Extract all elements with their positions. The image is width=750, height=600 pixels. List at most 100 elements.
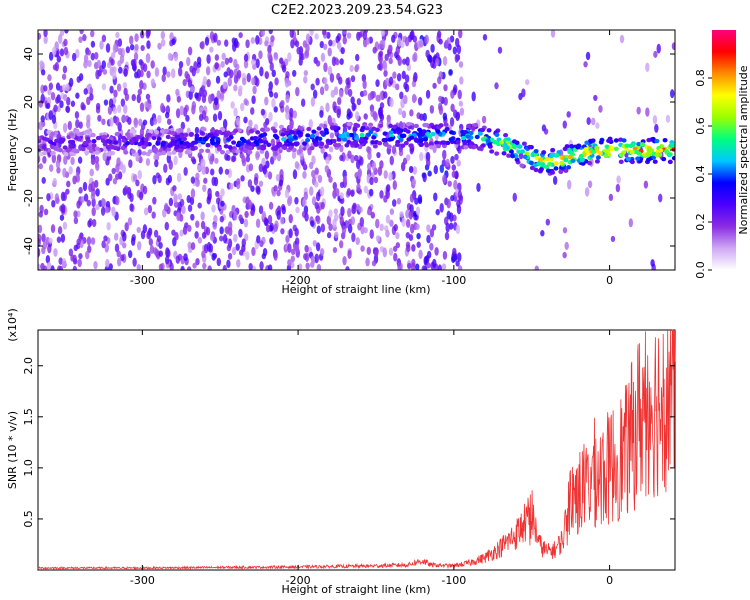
spectrogram-ridge-cell — [604, 144, 610, 149]
spectrogram-noise-cell — [103, 235, 108, 242]
spectrogram-noise-cell — [194, 126, 200, 134]
figure-title: C2E2.2023.209.23.54.G23 — [271, 3, 443, 18]
spectrogram-noise-cell — [263, 121, 268, 129]
spectrogram-ridge-cell — [331, 138, 337, 144]
spectrogram-noise-cell — [616, 175, 621, 184]
spectrogram-ridge-cell — [594, 145, 600, 151]
spectrogram-noise-cell — [426, 262, 431, 269]
spectrogram-noise-cell — [435, 208, 440, 216]
spectrogram-noise-cell — [246, 72, 251, 83]
spectrogram-noise-cell — [112, 106, 118, 115]
spectrogram-ridge-cell — [284, 130, 290, 136]
spectrogram-noise-cell — [324, 83, 329, 92]
spectrogram-noise-cell — [145, 158, 151, 166]
spectrogram-noise-cell — [409, 193, 415, 203]
spectrogram-ridge-cell — [383, 142, 389, 147]
spectrogram-noise-cell — [190, 242, 196, 250]
spectrogram-ridge-cell — [152, 147, 158, 152]
spectrogram-ridge-cell — [667, 159, 673, 165]
spectrogram-noise-cell — [91, 218, 97, 228]
spectrogram-ridge-cell — [480, 143, 486, 148]
spectrogram-noise-cell — [55, 159, 61, 169]
spectrogram-noise-cell — [362, 89, 368, 97]
spectrogram-noise-cell — [348, 111, 353, 119]
spectrogram-noise-cell — [227, 252, 233, 260]
spectrogram-noise-cell — [339, 58, 344, 65]
spectrogram-noise-cell — [38, 154, 41, 164]
spectrogram-ridge-cell — [200, 131, 206, 136]
spectrogram-noise-cell — [281, 205, 286, 215]
spectrogram-ridge-cell — [455, 139, 461, 145]
spectrogram-noise-cell — [224, 57, 230, 65]
spectrogram-noise-cell — [252, 85, 257, 95]
spectrogram-noise-cell — [173, 52, 179, 62]
spectrogram-noise-cell — [240, 102, 245, 112]
spectrogram-noise-cell — [119, 54, 125, 64]
spectrogram-noise-cell — [365, 37, 371, 45]
spectrogram-noise-cell — [101, 198, 107, 207]
spectrogram-ridge-cell — [503, 132, 509, 138]
spectrogram-noise-cell — [458, 100, 464, 107]
spectrogram-noise-cell — [95, 162, 100, 172]
spectrogram-noise-cell — [269, 91, 274, 98]
spectrogram-noise-cell — [184, 71, 189, 79]
spectrogram-noise-cell — [314, 167, 319, 175]
spectrogram-noise-cell — [543, 128, 549, 135]
spectrogram-noise-cell — [118, 66, 123, 74]
spectrogram-ridge-cell — [409, 135, 415, 140]
spectrogram-noise-cell — [314, 181, 319, 188]
spectrogram-noise-cell — [437, 76, 442, 85]
spectrogram-noise-cell — [132, 58, 137, 67]
spectrogram-noise-cell — [388, 44, 393, 53]
spectrogram-noise-cell — [250, 37, 256, 44]
spectrogram-noise-cell — [58, 257, 63, 265]
x-tick-label: -300 — [130, 274, 155, 287]
spectrogram-noise-cell — [86, 199, 92, 207]
spectrogram-noise-cell — [356, 98, 362, 106]
spectrogram-noise-cell — [153, 153, 158, 161]
spectrogram-noise-cell — [75, 118, 80, 129]
spectrogram-noise-cell — [383, 91, 388, 99]
spectrogram-ridge-cell — [514, 157, 520, 162]
spectrogram-noise-cell — [438, 38, 443, 45]
spectrogram-noise-cell — [454, 53, 460, 63]
spectrogram-ridge-cell — [281, 127, 287, 133]
spectrogram-ridge-cell — [474, 134, 480, 140]
spectrogram-noise-cell — [377, 166, 383, 176]
spectrogram-noise-cell — [226, 244, 232, 252]
spectrogram-noise-cell — [157, 174, 162, 184]
spectrogram-noise-cell — [120, 254, 125, 262]
spectrogram-ridge-cell — [146, 132, 152, 138]
spectrogram-noise-cell — [291, 151, 297, 159]
spectrogram-ridge-cell — [178, 127, 184, 133]
spectrogram-ridge-cell — [355, 123, 361, 128]
spectrogram-noise-cell — [157, 114, 162, 124]
spectrogram-noise-cell — [357, 31, 363, 39]
spectrogram-noise-cell — [255, 34, 260, 45]
spectrogram-noise-cell — [38, 32, 42, 40]
spectrogram-noise-cell — [226, 259, 231, 269]
spectrogram-noise-cell — [267, 44, 272, 54]
spectrogram-ridge-cell — [310, 133, 316, 139]
spectrogram-ridge-cell — [100, 138, 106, 143]
spectrogram-noise-cell — [260, 108, 266, 116]
spectrogram-noise-cell — [250, 107, 255, 115]
spectrogram-ridge-cell — [298, 126, 304, 131]
spectrogram-noise-cell — [228, 56, 233, 64]
spectrogram-noise-cell — [458, 61, 464, 68]
spectrogram-ridge-cell — [91, 143, 97, 148]
spectrogram-noise-cell — [114, 232, 119, 241]
spectrogram-noise-cell — [208, 94, 213, 104]
spectrogram-noise-cell — [111, 167, 116, 175]
colorbar-label: Normalized spectral amplitude — [737, 65, 750, 234]
spectrogram-ridge-cell — [63, 151, 69, 157]
spectrogram-noise-cell — [222, 233, 228, 244]
spectrogram-noise-cell — [405, 218, 411, 229]
spectrogram-noise-cell — [285, 94, 290, 103]
spectrogram-noise-cell — [217, 110, 223, 121]
spectrogram-noise-cell — [238, 214, 243, 222]
spectrogram-noise-cell — [540, 230, 545, 237]
spectrogram-ridge-cell — [413, 123, 419, 129]
spectrogram-noise-cell — [308, 119, 313, 129]
